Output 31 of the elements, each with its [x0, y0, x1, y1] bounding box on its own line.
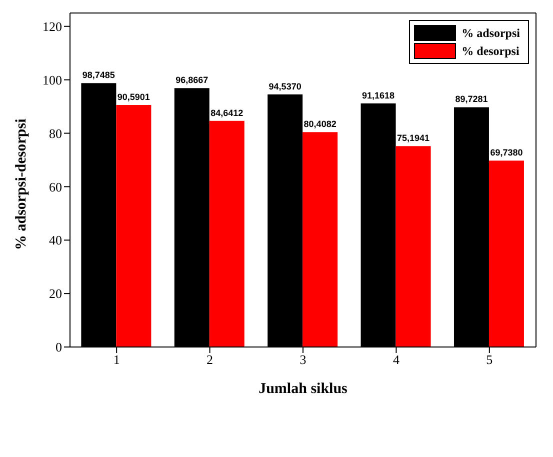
x-tick-label: 4: [392, 352, 400, 368]
legend-label: % adsorpsi: [462, 26, 520, 40]
y-tick-label: 40: [49, 232, 62, 248]
bar: [396, 146, 431, 347]
data-label: 69,7380: [490, 148, 523, 158]
data-label: 89,7281: [455, 94, 488, 104]
y-tick-label: 80: [49, 126, 62, 141]
y-tick-label: 120: [42, 18, 62, 34]
y-tick-label: 0: [56, 340, 62, 355]
data-label: 75,1941: [397, 133, 430, 144]
y-tick-label: 100: [42, 72, 62, 88]
x-tick-label: 5: [486, 352, 493, 368]
data-label: 80,4082: [304, 119, 336, 130]
data-label: 90,5901: [117, 92, 150, 102]
x-tick-label: 2: [206, 352, 214, 368]
legend-label: % desorpsi: [462, 44, 520, 58]
x-tick-label: 3: [300, 352, 306, 368]
y-axis-title: % adsorpsi-desorpsi: [13, 118, 30, 250]
y-tick-label: 60: [49, 179, 62, 194]
data-label: 91,1618: [362, 90, 395, 100]
bar: [302, 132, 338, 347]
bar: [209, 120, 244, 347]
y-tick-label: 20: [49, 286, 62, 302]
bar: [116, 104, 152, 347]
x-axis-title: Jumlah siklus: [258, 381, 348, 397]
data-label: 84,6412: [210, 108, 244, 118]
x-tick-label: 1: [113, 352, 120, 368]
data-label: 96,8667: [176, 75, 208, 86]
data-label: 98,7485: [82, 70, 115, 80]
bar: [488, 160, 524, 347]
data-label: 94,5370: [268, 81, 302, 92]
